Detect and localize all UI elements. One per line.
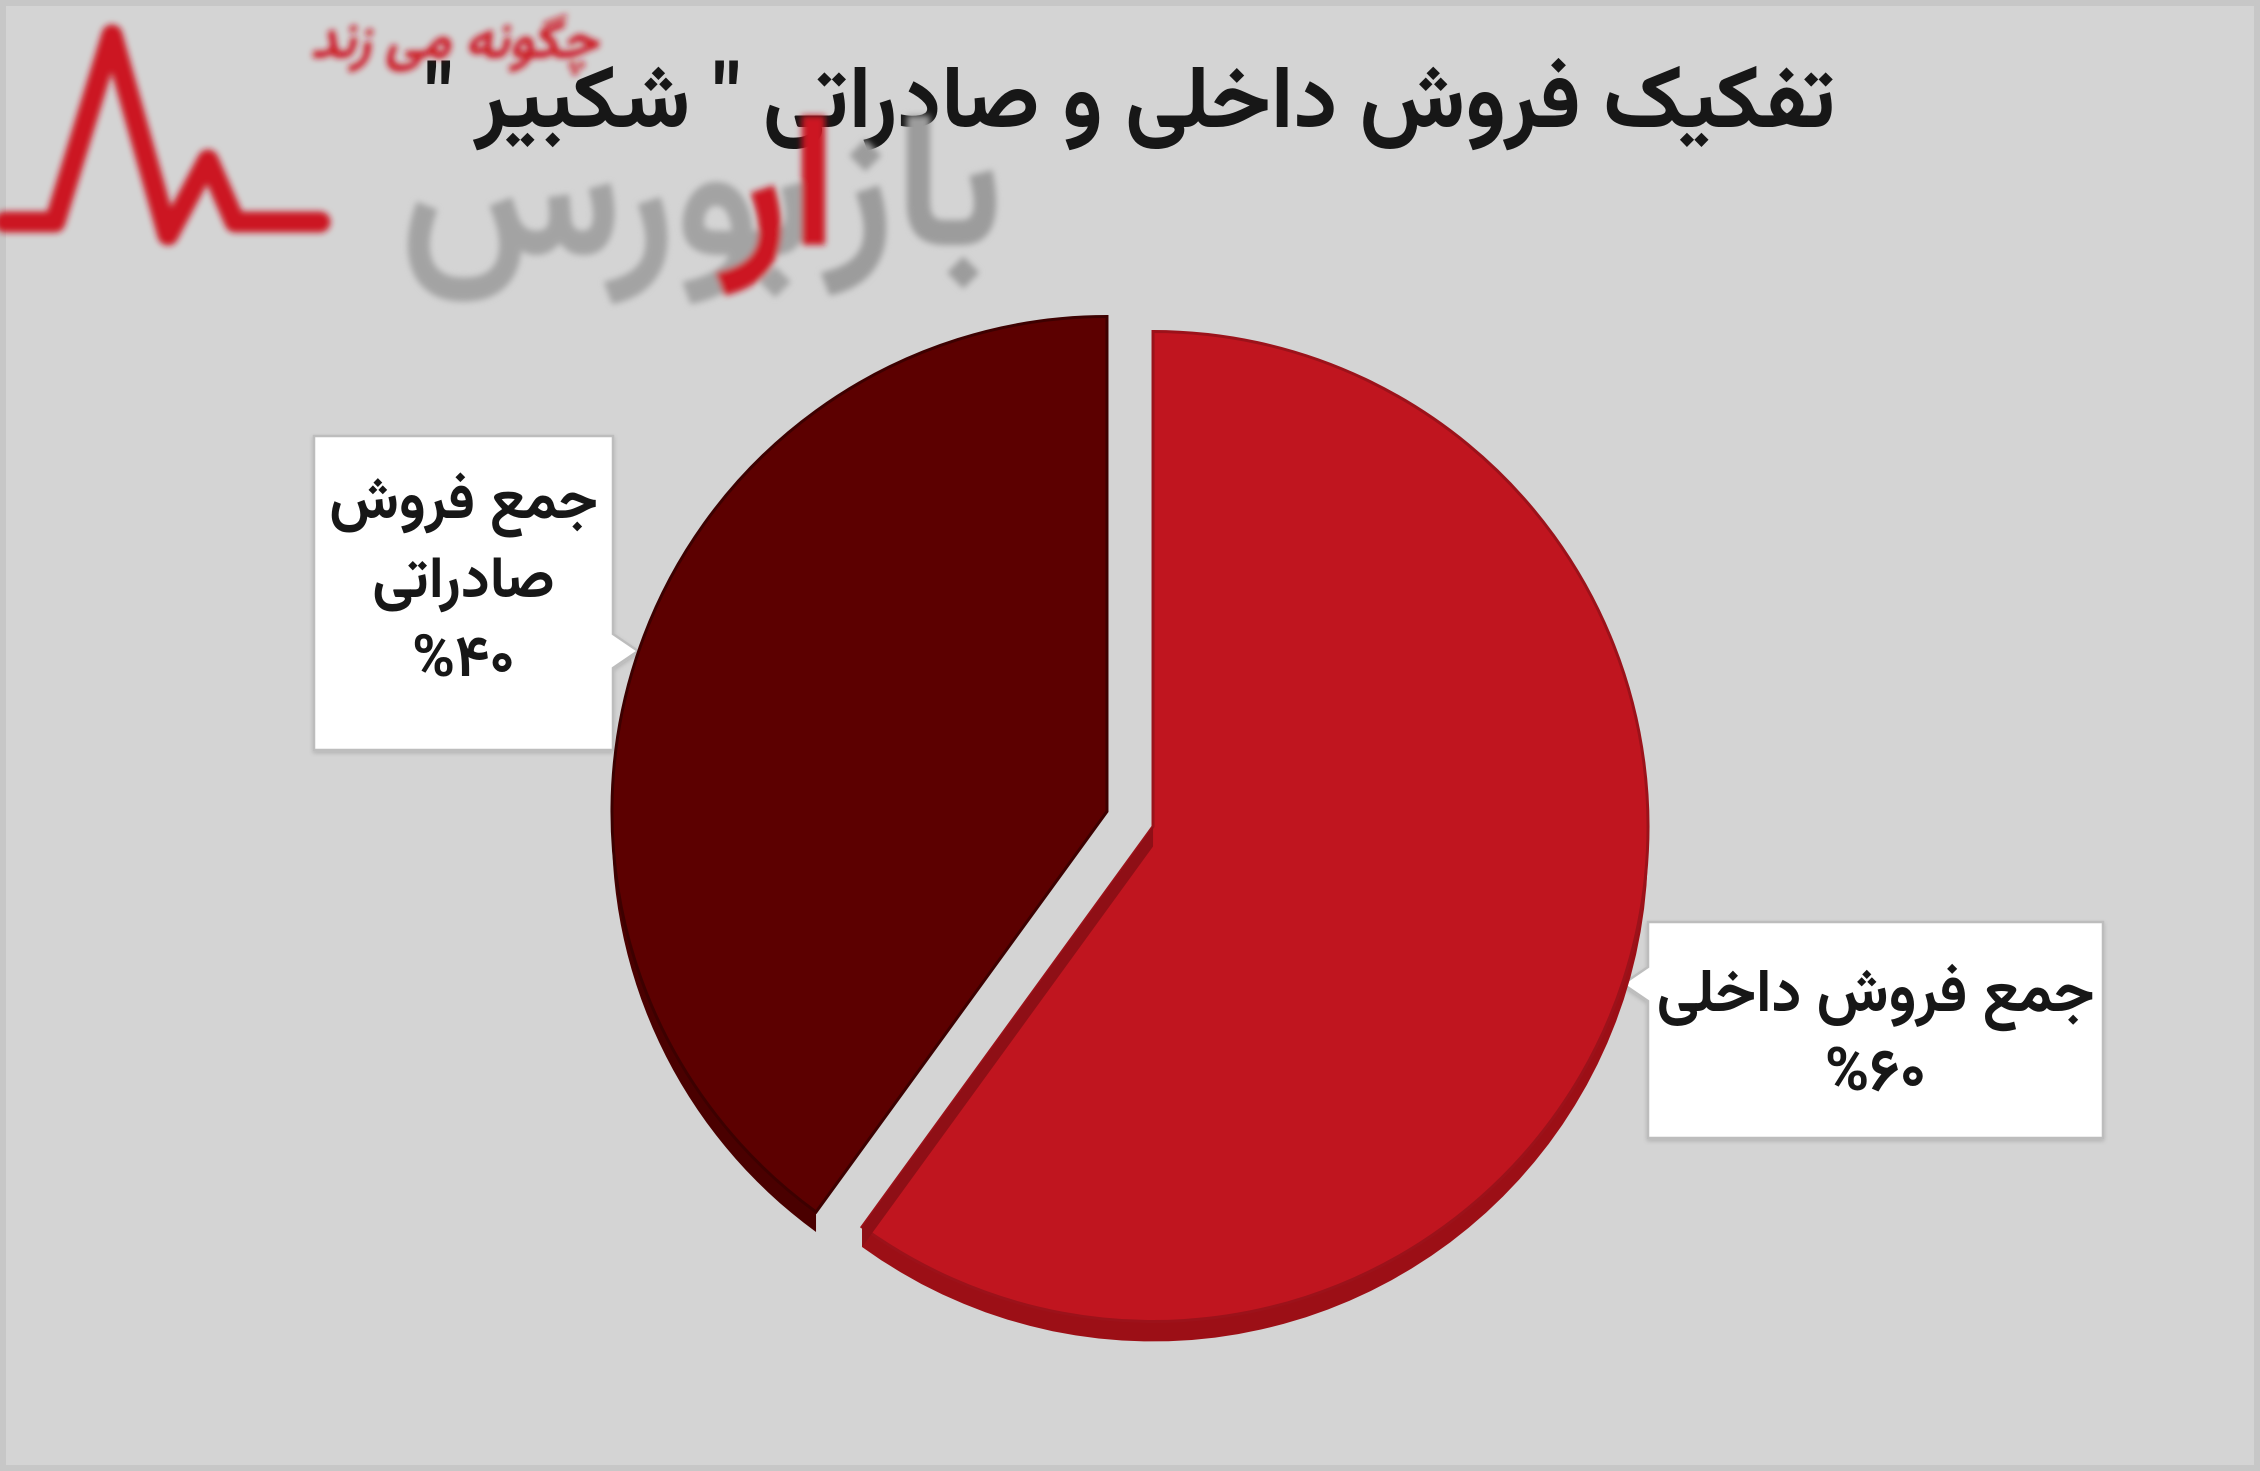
svg-text:بازار: بازار xyxy=(715,51,1004,348)
svg-text:چگونه می زند: چگونه می زند xyxy=(310,4,601,88)
